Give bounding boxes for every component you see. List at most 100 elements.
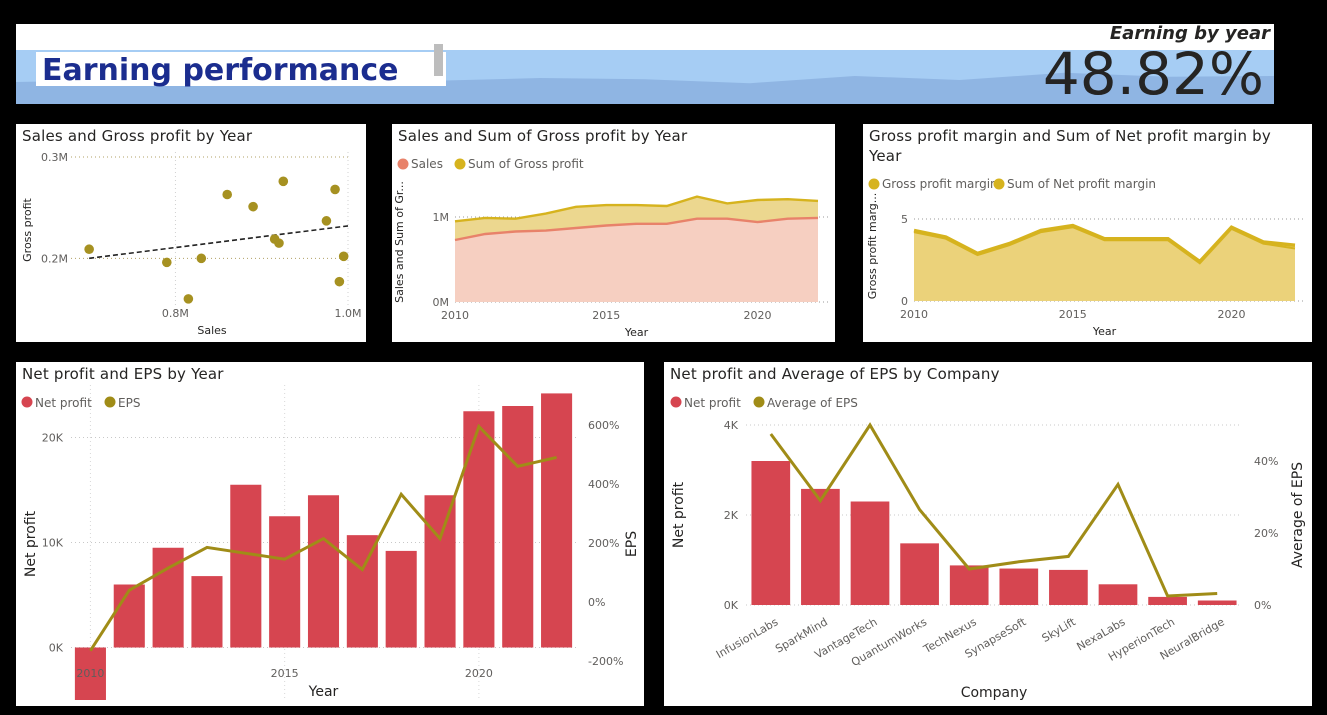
page-title: Earning performance xyxy=(42,53,399,88)
scatter-point xyxy=(162,257,172,268)
y-axis-title: Net profit xyxy=(23,510,39,577)
bar xyxy=(1098,584,1138,605)
x-tick-label: 2015 xyxy=(271,667,299,680)
header-sparkline xyxy=(16,50,1274,104)
x-tick-label: 2020 xyxy=(744,309,772,322)
x-tick-label: 2010 xyxy=(441,309,469,322)
y-tick-label: 10K xyxy=(42,537,64,550)
bar xyxy=(307,495,340,648)
y2-axis-title: EPS xyxy=(624,531,640,557)
bar xyxy=(1197,600,1237,605)
y-axis-title: Sales and Sum of Gr... xyxy=(393,181,406,303)
y-tick-label: 0K xyxy=(49,642,64,655)
bar xyxy=(424,495,456,648)
bar xyxy=(230,484,262,648)
x-tick-label: 2015 xyxy=(1059,308,1087,321)
scatter-point xyxy=(274,238,284,248)
scatter-point xyxy=(338,251,349,262)
area-sales xyxy=(455,217,818,302)
bar xyxy=(949,565,989,605)
bar xyxy=(74,647,106,700)
net-profit-eps-year-chart[interactable]: Net profit EPS 0K 10K 20K -200% 0% 200% 400% 600%… xyxy=(16,362,644,706)
title-scrollbar[interactable] xyxy=(434,44,443,76)
bar xyxy=(999,568,1039,605)
y2-tick-label: 0% xyxy=(1254,599,1271,612)
y2-tick-label: 600% xyxy=(588,419,619,432)
legend-label: Sum of Gross profit xyxy=(468,157,584,171)
y-tick-label: 0.3M xyxy=(41,151,68,164)
scatter-point xyxy=(183,294,194,304)
y-tick-label: 0 xyxy=(901,295,908,308)
legend-marker xyxy=(868,178,880,190)
legend-label: Gross profit margin xyxy=(882,177,998,191)
legend-label: EPS xyxy=(118,396,140,410)
legend-label: Sales xyxy=(411,157,443,171)
trend-line xyxy=(89,225,349,260)
x-tick-label: 1.0M xyxy=(335,307,362,320)
y2-tick-label: -200% xyxy=(588,655,623,668)
x-tick-label: 2015 xyxy=(592,309,620,322)
series-line-gross-profit-margin xyxy=(913,223,1296,264)
legend-marker xyxy=(993,178,1005,190)
legend-marker xyxy=(753,396,765,408)
chart-title: Sales and Gross profit by Year xyxy=(22,127,253,145)
x-tick-label: 2020 xyxy=(1218,308,1246,321)
chart-title: Net profit and Average of EPS by Company xyxy=(670,365,1000,383)
bar xyxy=(463,411,495,648)
series-line-eps xyxy=(89,423,557,652)
net-profit-eps-company-chart[interactable]: Net profit Average of EPS 0K 2K 4K 0% 20% 40% In… xyxy=(664,362,1312,706)
legend-label: Average of EPS xyxy=(767,396,858,410)
sales-area-chart[interactable]: Sales Sum of Gross profit 0M 1M 2010 2015 2020… xyxy=(392,124,835,342)
y2-tick-label: 20% xyxy=(1254,527,1278,540)
x-axis-title: Company xyxy=(961,685,1028,701)
net-profit-eps-company-panel[interactable]: Net profit and Average of EPS by Company… xyxy=(664,362,1312,706)
legend-marker xyxy=(454,158,466,170)
scatter-point xyxy=(330,184,340,195)
legend-label: Net profit xyxy=(35,396,92,410)
scatter-point xyxy=(321,216,332,226)
kpi-value: 48.82% xyxy=(1042,40,1264,104)
bar xyxy=(751,461,791,605)
x-tick-label: 0.8M xyxy=(162,307,189,320)
bar xyxy=(152,547,184,648)
series-line-sales xyxy=(454,216,819,242)
chart-title: Sales and Sum of Gross profit by Year xyxy=(398,127,688,145)
legend-label: Net profit xyxy=(684,396,741,410)
y-tick-label: 0M xyxy=(433,296,450,309)
bar xyxy=(191,576,223,648)
scatter-point xyxy=(222,189,232,200)
x-tick-label: 2010 xyxy=(900,308,928,321)
x-tick-label: 2020 xyxy=(465,667,493,680)
y2-tick-label: 200% xyxy=(588,537,619,550)
x-axis-title: Year xyxy=(1092,325,1117,338)
margin-area-panel[interactable]: Gross profit margin and Sum of Net profi… xyxy=(863,124,1312,342)
net-profit-eps-year-panel[interactable]: Net profit and EPS by Year Net profit EPS… xyxy=(16,362,644,706)
y-axis-title: Gross profit xyxy=(21,197,34,261)
scatter-panel[interactable]: Sales and Gross profit by Year 0.2M 0.3M 0… xyxy=(16,124,366,342)
scatter-point xyxy=(248,201,258,212)
x-tick-label: InfusionLabs xyxy=(714,615,781,661)
y-axis-title: Net profit xyxy=(671,481,687,548)
y-tick-label: 1M xyxy=(433,211,450,224)
y-tick-label: 2K xyxy=(724,509,739,522)
y-tick-label: 0K xyxy=(724,599,739,612)
legend-marker xyxy=(397,158,409,170)
x-tick-label: SkyLift xyxy=(1040,615,1079,645)
scatter-point xyxy=(278,176,289,187)
scatter-chart[interactable]: 0.2M 0.3M 0.8M 1.0M Sales Gross profit xyxy=(16,124,366,342)
scatter-point xyxy=(84,244,94,255)
bar xyxy=(385,550,417,648)
y-tick-label: 4K xyxy=(724,419,739,432)
bar xyxy=(346,535,378,648)
y2-tick-label: 40% xyxy=(1254,455,1278,468)
legend-marker xyxy=(104,396,116,408)
sales-area-panel[interactable]: Sales and Sum of Gross profit by Year Sa… xyxy=(392,124,835,342)
margin-area-chart[interactable]: Gross profit margin Sum of Net profit mar… xyxy=(863,124,1312,342)
legend-label: Sum of Net profit margin xyxy=(1007,177,1156,191)
chart-title: Gross profit margin and Sum of Net profi… xyxy=(869,127,1271,165)
y-axis-title: Gross profit marg... xyxy=(866,193,879,299)
header-banner: Earning performance Earning by year 48.8… xyxy=(16,24,1274,104)
legend-marker xyxy=(670,396,682,408)
y2-tick-label: 0% xyxy=(588,596,605,609)
y2-axis-title: Average of EPS xyxy=(1290,462,1306,568)
